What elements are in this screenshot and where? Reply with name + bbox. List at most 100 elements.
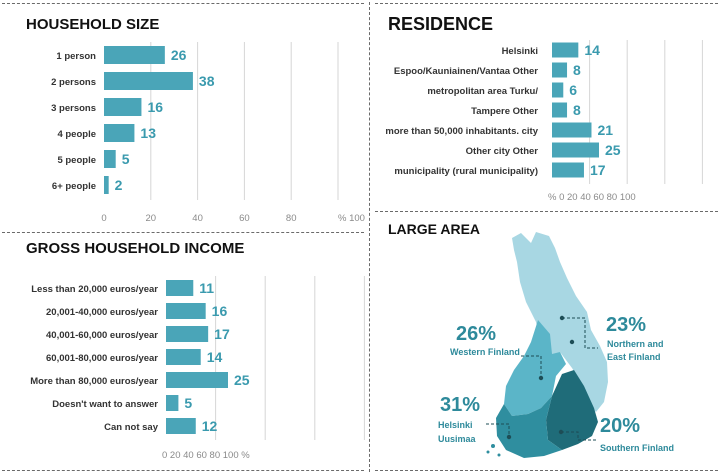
household_size-category-label: 5 people [57, 155, 96, 166]
household_size-bar [104, 176, 109, 194]
northern-east-label-1: Northern and [607, 339, 664, 349]
residence-value-label: 8 [573, 62, 581, 78]
residence-bar [552, 82, 564, 98]
bottom-divider-right [375, 470, 718, 471]
western-finland-leader [521, 355, 542, 378]
residence-tick-labels: % 0 20 40 60 80 100 [548, 192, 636, 203]
income-value-label: 14 [207, 349, 223, 365]
household_size-bar [104, 98, 142, 116]
income-bar [166, 303, 206, 319]
income-value-label: 25 [234, 372, 250, 388]
income-bar [166, 349, 201, 365]
residence-value-label: 17 [590, 162, 606, 178]
household_size-value-label: 5 [122, 151, 130, 167]
residence-value-label: 14 [584, 42, 600, 58]
large-area-title: LARGE AREA [388, 221, 481, 237]
income-category-label: 20,001-40,000 euros/year [46, 307, 158, 318]
income-category-label: Can not say [104, 422, 159, 433]
residence-category-label: more than 50,000 inhabitants. city [385, 126, 538, 137]
household_size-category-label: 4 people [57, 129, 96, 140]
top-divider-right [375, 3, 718, 4]
bottom-divider-left [2, 470, 364, 471]
vertical-divider [369, 2, 370, 472]
income-title: GROSS HOUSEHOLD INCOME [26, 240, 245, 257]
income-category-label: Doesn't want to answer [52, 399, 158, 410]
northern-east-leader [562, 317, 598, 349]
household_size-tick-label: 0 [101, 213, 106, 224]
income-value-label: 5 [184, 395, 192, 411]
income-value-label: 17 [214, 326, 230, 342]
household_size-tick-label: 60 [239, 213, 250, 224]
income-value-label: 16 [212, 303, 228, 319]
residence-category-label: Other city Other [466, 146, 539, 157]
middle-divider-left [2, 232, 364, 233]
residence-category-label: municipality (rural municipality) [394, 166, 538, 177]
northern-east-marker [559, 315, 565, 321]
residence-title: RESIDENCE [388, 14, 494, 34]
income-bar [166, 395, 179, 411]
archipelago-dot [497, 453, 501, 457]
southern-finland-label: Southern Finland [600, 443, 674, 453]
helsinki-uusimaa-pct: 31% [440, 394, 480, 416]
income-category-label: Less than 20,000 euros/year [31, 284, 158, 295]
top-divider-left [2, 3, 364, 4]
residence-value-label: 25 [605, 142, 621, 158]
residence-bar [552, 102, 568, 118]
region-helsinki-uusimaa [496, 396, 562, 458]
region-northern-east-finland [512, 232, 608, 412]
household_size-bar [104, 72, 193, 90]
residence-category-label: metropolitan area Turku/ [427, 86, 538, 97]
income-category-label: 60,001-80,000 euros/year [46, 353, 158, 364]
household_size-tick-label: % 100 [338, 213, 365, 224]
income-bar [166, 326, 209, 342]
southern-finland-pct: 20% [600, 415, 640, 437]
household_size-category-label: 6+ people [52, 181, 96, 192]
household_size-value-label: 13 [140, 125, 156, 141]
household_size-value-label: 38 [199, 73, 215, 89]
household_size-tick-label: 20 [146, 213, 157, 224]
household_size-value-label: 2 [115, 177, 123, 193]
income-tick-labels: 0 20 40 60 80 100 % [162, 450, 250, 461]
income-category-label: 40,001-60,000 euros/year [46, 330, 158, 341]
residence-category-label: Espoo/Kauniainen/Vantaa Other [394, 66, 538, 77]
household_size-category-label: 2 persons [51, 77, 96, 88]
income-value-label: 12 [202, 418, 218, 434]
southern-finland-marker [558, 429, 564, 435]
residence-bar [552, 42, 579, 58]
residence-bar [552, 142, 599, 158]
income-category-label: More than 80,000 euros/year [30, 376, 158, 387]
residence-category-label: Tampere Other [471, 106, 538, 117]
household_size-tick-label: 40 [192, 213, 203, 224]
residence-bar [552, 162, 584, 178]
household_size-category-label: 1 person [56, 51, 96, 62]
residence-value-label: 21 [597, 122, 613, 138]
household_size-value-label: 16 [147, 99, 163, 115]
income-bar [166, 372, 228, 388]
household_size-bar [104, 150, 116, 168]
household_size-value-label: 26 [171, 47, 187, 63]
household_size-category-label: 3 persons [51, 103, 96, 114]
region-western-finland [504, 320, 566, 416]
helsinki-uusimaa-label-1: Helsinki [438, 420, 473, 430]
helsinki-uusimaa-marker [506, 434, 512, 440]
archipelago-dot [486, 450, 490, 454]
residence-value-label: 8 [573, 102, 581, 118]
helsinki-uusimaa-leader [486, 423, 510, 437]
household-size-title: HOUSEHOLD SIZE [26, 16, 160, 33]
northern-east-marker-2 [569, 339, 575, 345]
middle-divider-right [375, 211, 718, 212]
income-bar [166, 418, 196, 434]
northern-east-label-2: East Finland [607, 352, 661, 362]
residence-value-label: 6 [569, 82, 577, 98]
household_size-bar [104, 124, 135, 142]
northern-east-pct: 23% [606, 314, 646, 336]
residence-bar [552, 122, 592, 138]
income-bar [166, 280, 194, 296]
household_size-bar [104, 46, 165, 64]
helsinki-uusimaa-label-2: Uusimaa [438, 434, 477, 444]
western-finland-marker [538, 375, 544, 381]
